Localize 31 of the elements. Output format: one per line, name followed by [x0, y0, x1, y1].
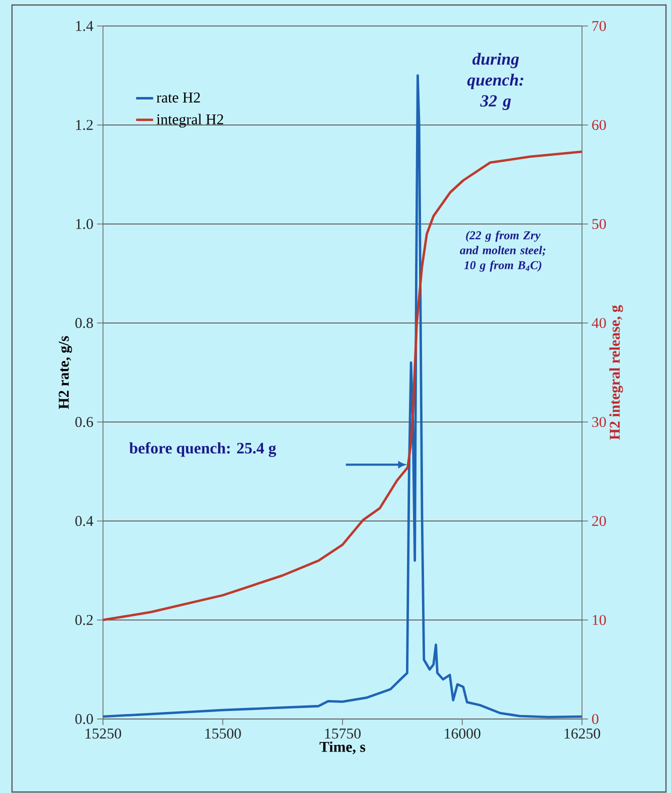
y2-tick-label: 20	[592, 516, 606, 526]
y-tick-label: 1.2	[76, 120, 93, 130]
y2-tick-label: 0	[592, 714, 598, 724]
y-tick-label: 0.6	[75, 416, 94, 428]
y-tick-label: 0.2	[75, 614, 93, 626]
y-axis-title: H2 rate, g/s	[58, 336, 72, 409]
x-tick-label: 15500	[205, 728, 241, 739]
legend-label: integral H2	[156, 114, 224, 128]
x-tick-label: 15750	[325, 728, 361, 739]
x-tick-label: 15250	[86, 728, 122, 739]
y-tick-label: 1.0	[76, 218, 93, 230]
annotation: before quench: 25.4 g	[129, 442, 276, 457]
line-series	[103, 74, 582, 718]
x-axis-title: Time, s	[320, 741, 366, 754]
line-series	[103, 150, 582, 622]
y2-tick-label: 70	[592, 20, 606, 32]
y-tick-label: 1.4	[76, 20, 94, 32]
legend-label: rate H2	[156, 92, 200, 103]
y-tick-label: 0.0	[75, 714, 93, 724]
y-tick-label: 0.8	[75, 318, 93, 328]
y2-tick-label: 10	[592, 614, 606, 626]
y2-axis-title: H2 integral release, g	[609, 305, 623, 440]
x-tick-label: 16000	[444, 728, 480, 739]
y2-tick-label: 40	[592, 318, 606, 328]
y2-tick-label: 60	[592, 120, 606, 130]
y-tick-label: 0.4	[75, 516, 94, 526]
annotation: during quench: 32 g	[467, 52, 524, 110]
annotation: (22 g from Zry and molten steel; 10 g from B$_{4}$C)	[460, 230, 546, 272]
x-tick-label: 16250	[564, 728, 600, 739]
y2-tick-label: 30	[592, 416, 606, 428]
y2-tick-label: 50	[592, 218, 606, 230]
